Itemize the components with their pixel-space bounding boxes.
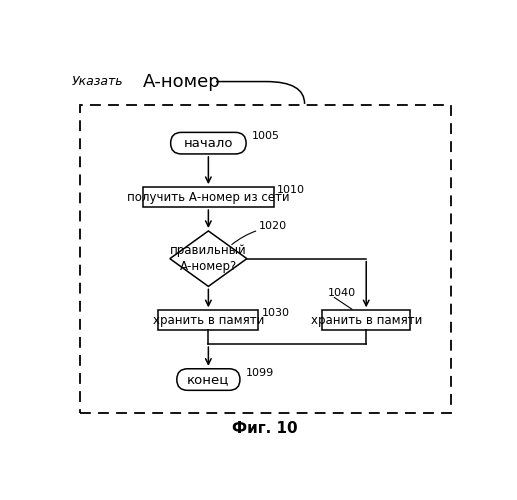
Text: 1099: 1099 (246, 368, 275, 378)
Polygon shape (170, 231, 247, 286)
Text: хранить в памяти: хранить в памяти (153, 314, 264, 327)
Text: начало: начало (184, 136, 233, 149)
Text: 1005: 1005 (252, 132, 280, 141)
Text: 1030: 1030 (262, 308, 290, 318)
Text: 1010: 1010 (277, 185, 305, 195)
Text: правильный
А-номер?: правильный А-номер? (170, 244, 247, 273)
FancyBboxPatch shape (177, 369, 240, 390)
Bar (80, 104, 451, 412)
Text: Фиг. 10: Фиг. 10 (232, 420, 297, 436)
Text: получить А-номер из сети: получить А-номер из сети (127, 190, 290, 203)
Text: конец: конец (187, 373, 230, 386)
Text: Указать: Указать (72, 75, 124, 88)
Text: 1020: 1020 (258, 222, 286, 232)
Text: А-номер: А-номер (143, 72, 221, 90)
Bar (143, 187, 274, 207)
Text: хранить в памяти: хранить в памяти (311, 314, 422, 327)
Bar (158, 310, 258, 330)
Bar (322, 310, 410, 330)
FancyBboxPatch shape (171, 132, 246, 154)
Text: 1040: 1040 (328, 288, 356, 298)
